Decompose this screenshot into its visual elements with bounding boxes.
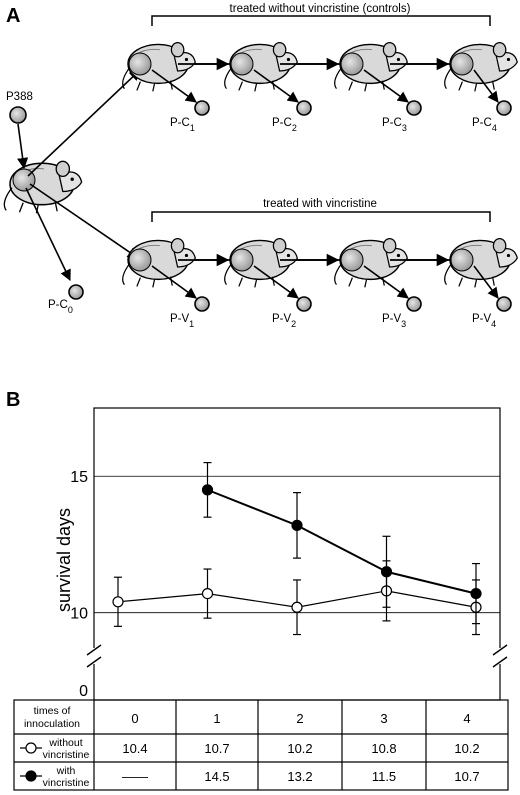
axis-break-gap-left	[90, 648, 98, 664]
controls-passage-label-1: P-C1	[170, 117, 195, 133]
vincristine-passage-tumor-3-icon	[406, 296, 422, 312]
controls-passage-arrow-3	[363, 69, 409, 103]
controls-implant-3-icon	[340, 52, 364, 76]
table-cell-r2-c4: 10.7	[454, 769, 479, 784]
panel-a-letter: A	[6, 5, 20, 27]
table-col-header-3: 3	[380, 711, 387, 726]
vincristine-passage-tumor-1-icon	[194, 296, 210, 312]
y-tick-label-10: 10	[70, 606, 88, 623]
table-cell-r1-c1: 10.7	[204, 741, 229, 756]
table-col-header-1: 1	[213, 711, 220, 726]
controls-implant-4-icon	[450, 52, 474, 76]
axis-break-mark-right-2	[492, 656, 508, 668]
axis-break-mark-left-1	[86, 644, 102, 656]
y-axis-label: survival days	[54, 508, 74, 612]
table-cell-r1-c3: 10.8	[371, 741, 396, 756]
vincristine-passage-label-3: P-V3	[382, 313, 406, 329]
table-cell-r1-c4: 10.2	[454, 741, 479, 756]
point-s2-1	[201, 484, 214, 496]
passage-origin-label: P-C0	[48, 299, 73, 315]
table-row-label-1-line2: vincristine	[43, 749, 90, 761]
data-table-frame	[13, 699, 509, 791]
controls-passage-arrow-2	[253, 69, 299, 103]
series-line-2	[207, 488, 477, 595]
point-s1-0	[112, 596, 124, 608]
point-s2-3	[380, 566, 393, 578]
p388-tumor-icon	[9, 106, 27, 124]
point-s1-2	[291, 601, 303, 613]
vincristine-passage-arrow-2	[253, 265, 299, 299]
controls-bracket	[151, 15, 491, 26]
controls-passage-tumor-4-icon	[496, 100, 512, 116]
table-cell-r2-c2: 13.2	[287, 769, 312, 784]
point-s1-1	[201, 587, 214, 600]
p388-label: P388	[6, 91, 33, 103]
legend-marker-2-icon	[25, 770, 37, 782]
vincristine-passage-label-4: P-V4	[472, 313, 496, 329]
panel-a-diagram: A treated without vincristine (controls)…	[3, 3, 519, 329]
controls-bracket-label: treated without vincristine (controls)	[230, 3, 411, 15]
table-cell-r2-c0: ——	[122, 769, 148, 784]
controls-passage-tumor-1-icon	[194, 100, 210, 116]
table-row-label-1-line1: without	[48, 737, 82, 749]
table-col-header-4: 4	[463, 711, 470, 726]
vincristine-bracket-label: treated with vincristine	[263, 198, 377, 210]
controls-passage-label-4: P-C4	[472, 117, 497, 133]
axis-break-mark-left-2	[86, 656, 102, 668]
vincristine-implant-3-icon	[340, 248, 364, 272]
controls-implant-2-icon	[230, 52, 254, 76]
controls-passage-arrow-4	[473, 69, 499, 103]
table-col-header-2: 2	[296, 711, 303, 726]
panel-b-letter: B	[6, 389, 20, 411]
vincristine-passage-label-1: P-V1	[170, 313, 194, 329]
controls-passage-label-3: P-C3	[382, 117, 407, 133]
table-row-label-2-line1: with	[56, 765, 76, 777]
vincristine-passage-arrow-1	[151, 265, 197, 299]
table-col-header-0: 0	[131, 711, 138, 726]
table-header-label-line1: times of	[34, 705, 71, 717]
point-s2-4	[470, 587, 482, 600]
table-cell-r2-c1: 14.5	[204, 769, 229, 784]
point-s2-2	[291, 519, 303, 531]
controls-passage-arrow-1	[151, 69, 197, 103]
controls-passage-label-2: P-C2	[272, 117, 297, 133]
passage-origin-tumor-icon	[68, 284, 84, 300]
legend-marker-1-icon	[25, 742, 37, 754]
axis-break-gap-right	[496, 648, 504, 664]
vincristine-passage-tumor-4-icon	[496, 296, 512, 312]
axis-break-mark-right-1	[492, 644, 508, 656]
table-cell-r1-c0: 10.4	[122, 741, 147, 756]
controls-implant-1-icon	[128, 52, 152, 76]
y-tick-label-15: 15	[70, 469, 88, 486]
vincristine-bracket	[151, 211, 491, 222]
vincristine-passage-tumor-2-icon	[296, 296, 312, 312]
controls-passage-tumor-2-icon	[296, 100, 312, 116]
vincristine-implant-1-icon	[128, 248, 152, 272]
vincristine-implant-4-icon	[450, 248, 474, 272]
table-row-label-2-line2: vincristine	[43, 777, 90, 789]
vincristine-implant-2-icon	[230, 248, 254, 272]
table-header-label-line2: innoculation	[24, 718, 80, 730]
table-cell-r1-c2: 10.2	[287, 741, 312, 756]
controls-passage-tumor-3-icon	[406, 100, 422, 116]
vincristine-passage-arrow-4	[473, 265, 499, 299]
vincristine-passage-label-2: P-V2	[272, 313, 296, 329]
vincristine-passage-arrow-3	[363, 265, 409, 299]
table-cell-r2-c3: 11.5	[372, 769, 396, 784]
y-tick-label-0: 0	[79, 683, 88, 700]
